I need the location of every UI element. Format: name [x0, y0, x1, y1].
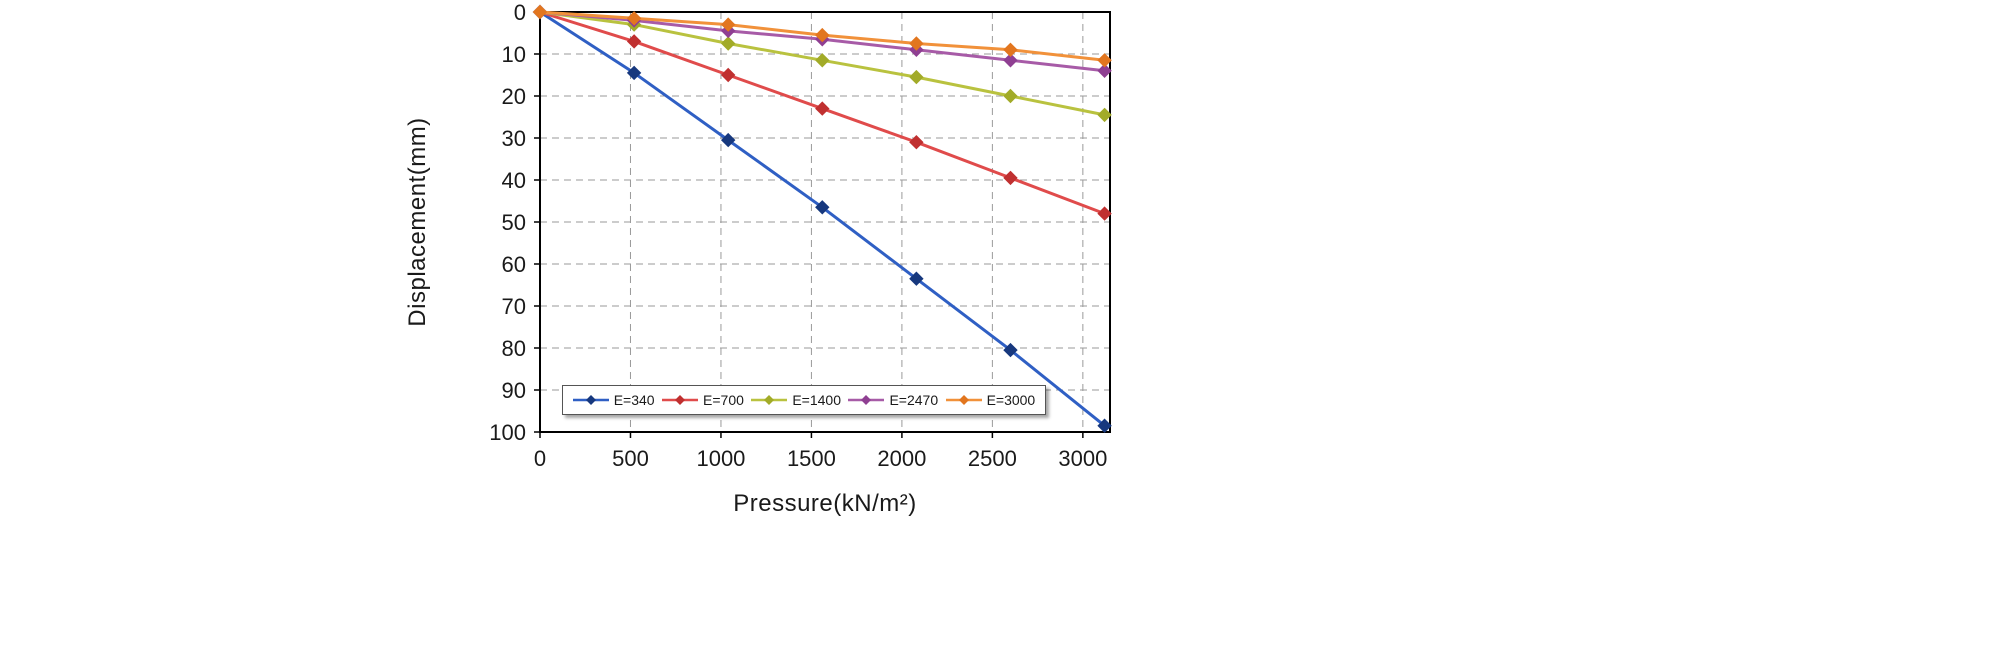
data-point-marker [909, 134, 924, 150]
y-tick-label: 50 [502, 210, 526, 235]
legend-label: E=340 [613, 392, 655, 408]
series-E=340 [532, 4, 1112, 433]
y-tick-label: 10 [502, 42, 526, 67]
x-tick-label: 0 [534, 446, 546, 471]
legend-item-E=700: E=700 [662, 392, 744, 408]
x-tick-label: 2500 [968, 446, 1017, 471]
x-tick-label: 3000 [1058, 446, 1107, 471]
data-point-marker [909, 271, 924, 286]
data-point-marker [1097, 53, 1112, 68]
x-tick-label: 2000 [877, 446, 926, 471]
data-point-marker [626, 11, 642, 26]
data-point-marker [909, 36, 924, 51]
data-point-marker [720, 132, 736, 148]
data-point-marker [1097, 107, 1112, 123]
legend-marker-icon [572, 395, 609, 405]
legend-label: E=700 [703, 392, 744, 408]
data-point-marker [720, 36, 736, 51]
y-tick-label: 20 [502, 84, 526, 109]
legend-item-E=340: E=340 [572, 392, 655, 408]
data-point-marker [815, 53, 830, 68]
y-tick-label: 70 [502, 294, 526, 319]
y-axis-title: Displacement(mm) [404, 117, 431, 327]
legend-marker-icon [848, 395, 885, 405]
series-E=3000 [532, 4, 1112, 68]
data-point-marker [1097, 206, 1112, 221]
data-point-marker [532, 4, 548, 20]
x-tick-label: 500 [612, 446, 649, 471]
legend-item-E=2470: E=2470 [848, 392, 938, 408]
y-tick-label: 90 [502, 378, 526, 403]
axis-ticks [534, 11, 1084, 438]
data-point-marker [1097, 418, 1112, 433]
legend-marker-icon [662, 395, 699, 405]
data-point-marker [720, 17, 736, 32]
x-tick-label: 1500 [787, 446, 836, 471]
data-point-marker [909, 69, 924, 85]
data-point-marker [815, 101, 830, 116]
data-point-marker [815, 200, 830, 215]
y-tick-label: 0 [514, 0, 526, 25]
y-tick-label: 40 [502, 168, 526, 193]
series-line [538, 10, 1107, 428]
data-point-marker [626, 65, 642, 81]
y-tick-label: 100 [489, 420, 526, 445]
y-tick-label: 30 [502, 126, 526, 151]
chart-legend: E=340 E=700 E=1400 E=2470 E=3000 [562, 385, 1046, 415]
tick-labels: 0 500 1000 1500 2000 2500 3000 0 10 20 30 40 50 60 70 8… [489, 0, 1107, 471]
data-point-marker [1003, 88, 1018, 104]
x-tick-label: 1000 [696, 446, 745, 471]
data-point-marker [1003, 342, 1018, 358]
y-tick-label: 60 [502, 252, 526, 277]
legend-label: E=1400 [792, 392, 842, 408]
x-axis-title: Pressure(kN/m²) [733, 490, 917, 517]
data-point-marker [626, 34, 642, 49]
data-point-marker [720, 67, 736, 83]
data-point-marker [1003, 53, 1018, 68]
data-point-marker [1003, 42, 1018, 58]
legend-label: E=2470 [889, 392, 939, 408]
legend-label: E=3000 [986, 392, 1036, 408]
y-tick-label: 80 [502, 336, 526, 361]
data-point-marker [1097, 63, 1112, 79]
gridlines [540, 12, 1110, 432]
legend-item-E=1400: E=1400 [751, 392, 841, 408]
legend-marker-icon [751, 395, 788, 405]
legend-marker-icon [945, 395, 982, 405]
data-point-marker [815, 27, 830, 43]
legend-item-E=3000: E=3000 [945, 392, 1036, 408]
data-point-marker [1003, 170, 1018, 186]
